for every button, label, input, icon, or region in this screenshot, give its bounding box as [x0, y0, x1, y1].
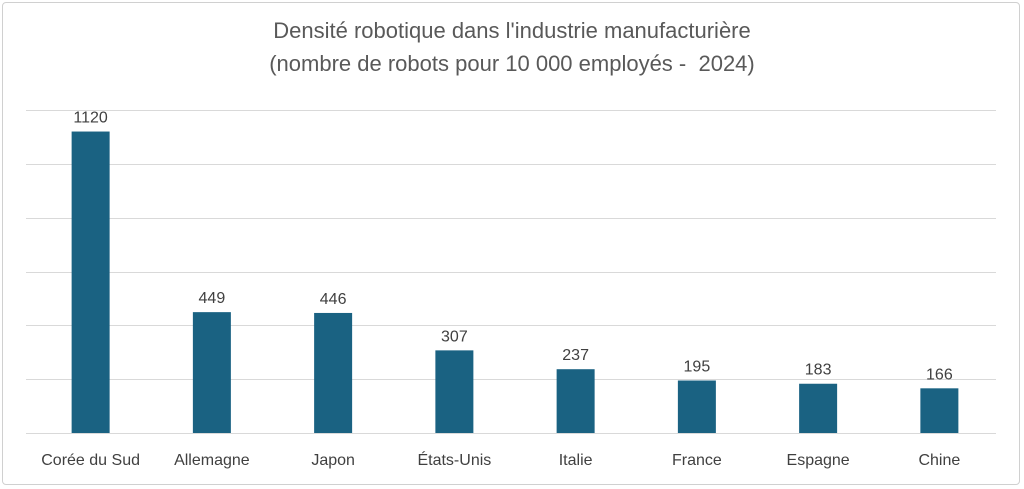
category-label-1: Allemagne — [174, 452, 250, 469]
category-tick-labels: Corée du Sud Allemagne Japon États-Unis Ital… — [41, 450, 960, 469]
category-label-3: États-Unis — [417, 450, 491, 469]
category-label-4: Italie — [559, 452, 593, 469]
chart-title-line-2: (nombre de robots pour 10 000 employés -… — [269, 51, 755, 76]
data-labels: 1120 449 446 307 237 195 183 166 — [73, 110, 952, 384]
bars — [71, 131, 959, 434]
bar-3 — [435, 350, 474, 433]
gridlines — [26, 110, 996, 434]
data-label-5: 195 — [684, 359, 711, 376]
data-label-7: 166 — [926, 366, 953, 383]
category-label-6: Espagne — [787, 452, 850, 469]
data-label-1: 449 — [199, 290, 226, 307]
bar-2 — [314, 312, 353, 433]
category-label-7: Chine — [918, 452, 960, 469]
bar-1 — [192, 312, 231, 433]
data-label-0: 1120 — [73, 110, 108, 127]
data-label-3: 307 — [441, 328, 468, 345]
category-label-0: Corée du Sud — [41, 452, 140, 469]
data-label-2: 446 — [320, 291, 347, 308]
chart-title-line-1: Densité robotique dans l'industrie manuf… — [273, 18, 751, 43]
data-label-4: 237 — [562, 347, 589, 364]
bar-0 — [71, 131, 110, 434]
bar-4 — [556, 369, 595, 433]
bar-7 — [920, 388, 959, 433]
chart-title: Densité robotique dans l'industrie manuf… — [0, 14, 1024, 80]
bar-6 — [799, 383, 838, 433]
data-label-6: 183 — [805, 362, 832, 379]
category-label-5: France — [672, 452, 722, 469]
category-label-2: Japon — [311, 452, 355, 469]
bar-5 — [677, 380, 716, 433]
